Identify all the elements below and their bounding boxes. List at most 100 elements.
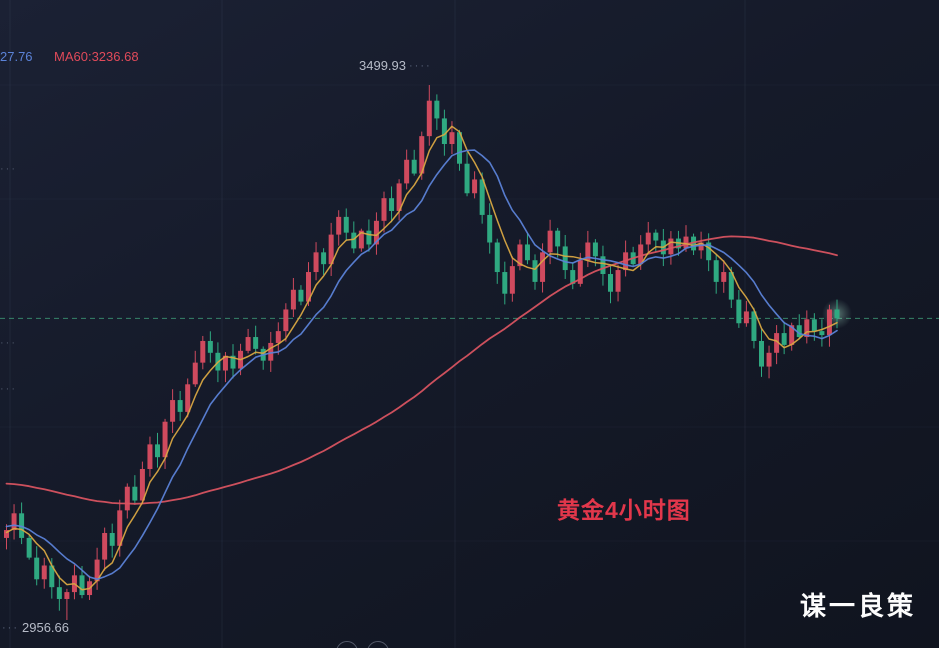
candle-body[interactable] [321,252,327,265]
candle-body[interactable] [555,230,561,247]
candle-body[interactable] [524,244,530,261]
candle-body[interactable] [502,272,508,294]
candle-body[interactable] [79,575,85,596]
candle-body[interactable] [313,252,319,273]
candle-body[interactable] [600,256,606,275]
candle-body[interactable] [336,216,342,235]
candle-body[interactable] [404,159,410,184]
candle-body[interactable] [713,260,719,282]
candle-body[interactable] [653,232,659,241]
candle-body[interactable] [268,342,274,361]
candle-body[interactable] [200,340,206,363]
candle-body[interactable] [819,331,825,336]
candle-body[interactable] [547,230,553,253]
candle-body[interactable] [721,272,727,282]
candle-body[interactable] [56,587,62,599]
candle-body[interactable] [562,246,568,271]
candle-body[interactable] [638,244,644,265]
candle-body[interactable] [419,136,425,174]
candle-body[interactable] [411,159,417,174]
candle-body[interactable] [222,355,228,371]
candle-body[interactable] [517,244,523,267]
candle-body[interactable] [804,319,810,338]
candle-body[interactable] [343,216,349,233]
candle-body[interactable] [147,444,153,469]
candle-body[interactable] [774,333,780,353]
candle-body[interactable] [426,100,432,137]
candle-body[interactable] [389,198,395,211]
candle-body[interactable] [441,118,447,145]
candle-body[interactable] [298,289,304,302]
candle-body[interactable] [396,183,402,211]
candle-body[interactable] [781,333,787,345]
candle-body[interactable] [570,270,576,284]
candle-body[interactable] [373,220,379,245]
candle-body[interactable] [109,533,115,546]
candle-body[interactable] [645,232,651,245]
candle-body[interactable] [94,559,100,582]
candle-body[interactable] [170,400,176,422]
candle-body[interactable] [230,355,236,369]
candle-body[interactable] [691,236,697,251]
candle-body[interactable] [736,299,742,324]
candle-body[interactable] [668,238,674,255]
candle-body[interactable] [328,234,334,265]
candle-body[interactable] [834,309,840,319]
candle-body[interactable] [11,513,17,531]
candle-body[interactable] [64,592,70,599]
candle-body[interactable] [766,352,772,367]
candle-body[interactable] [358,230,364,249]
candle-body[interactable] [457,132,462,164]
candle-body[interactable] [290,289,296,310]
candles-group[interactable] [4,85,840,620]
candle-body[interactable] [207,340,213,353]
candle-body[interactable] [124,486,130,511]
candle-body[interactable] [706,242,712,261]
candle-body[interactable] [306,272,311,302]
candle-body[interactable] [728,272,734,300]
candle-body[interactable] [698,242,704,251]
candle-body[interactable] [275,331,281,343]
candle-body[interactable] [177,400,183,412]
candle-body[interactable] [811,319,817,332]
candle-body[interactable] [434,100,440,119]
candle-body[interactable] [381,198,387,221]
candle-body[interactable] [751,311,757,341]
candle-body[interactable] [34,557,40,580]
candle-body[interactable] [4,530,9,538]
candle-body[interactable] [41,565,47,580]
candle-body[interactable] [789,325,795,345]
candle-body[interactable] [494,242,500,273]
candle-body[interactable] [472,179,478,194]
candle-body[interactable] [102,533,108,560]
candle-body[interactable] [26,537,32,558]
candle-body[interactable] [532,260,538,282]
candle-body[interactable] [585,242,591,261]
candle-body[interactable] [162,421,168,458]
candle-body[interactable] [245,337,251,351]
candle-body[interactable] [759,340,764,367]
candle-body[interactable] [683,236,689,249]
candle-body[interactable] [49,565,55,588]
candle-body[interactable] [185,384,191,412]
candle-body[interactable] [487,214,493,243]
candle-body[interactable] [540,252,546,282]
candle-body[interactable] [592,242,598,257]
candle-body[interactable] [608,274,613,292]
candle-body[interactable] [132,486,138,501]
candle-body[interactable] [192,362,198,385]
candle-body[interactable] [155,444,160,458]
candle-body[interactable] [366,230,372,245]
candle-body[interactable] [577,260,583,284]
candle-body[interactable] [826,309,832,336]
candle-body[interactable] [449,132,455,145]
candle-body[interactable] [139,468,145,501]
candle-body[interactable] [253,337,259,349]
candle-body[interactable] [464,163,470,194]
candle-body[interactable] [615,270,621,292]
candle-body[interactable] [796,325,802,338]
candle-body[interactable] [743,311,749,324]
candle-body[interactable] [479,179,485,215]
candle-body[interactable] [351,232,357,249]
candle-body[interactable] [283,309,289,332]
